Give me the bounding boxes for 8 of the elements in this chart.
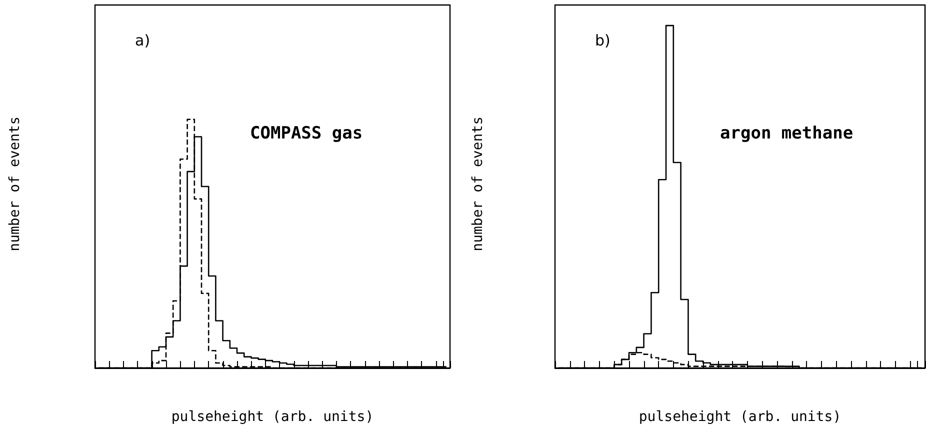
annotation: b) xyxy=(595,32,610,50)
annotation: COMPASS gas xyxy=(250,124,363,144)
x-axis-title: pulseheight (arb. units) xyxy=(638,409,842,425)
text: a) xyxy=(135,32,150,50)
y-axis-title: number of events xyxy=(7,116,23,252)
x-axis-title: pulseheight (arb. units) xyxy=(171,409,374,425)
y-axis-title: number of events xyxy=(470,116,486,252)
annotation: argon methane xyxy=(720,124,854,144)
